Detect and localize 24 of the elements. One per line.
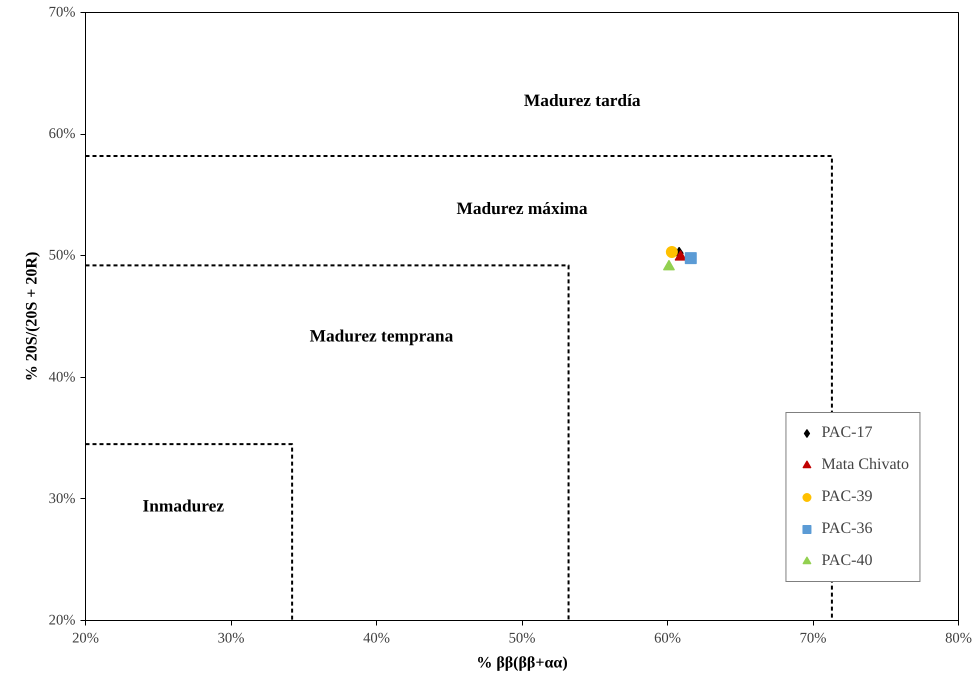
legend-label: PAC-39: [821, 488, 872, 506]
x-tick-label: 80%: [945, 630, 972, 646]
y-tick-label: 50%: [48, 248, 76, 264]
y-tick-label: 40%: [48, 369, 76, 386]
annotation: Inmadurez: [142, 496, 224, 516]
y-tick-label: 30%: [48, 490, 76, 507]
annotation: Madurez temprana: [310, 326, 454, 346]
y-tick-label: 20%: [48, 612, 76, 628]
annotation: Madurez tardía: [524, 91, 641, 110]
y-tick-label: 60%: [48, 126, 76, 142]
x-tick-label: 60%: [654, 630, 681, 646]
x-tick-label: 50%: [508, 630, 536, 646]
legend-label: PAC-40: [821, 552, 872, 570]
x-tick-label: 40%: [363, 630, 390, 646]
y-tick-label: 70%: [48, 4, 76, 20]
y-axis-title: % 20S/(20S + 20R): [24, 252, 41, 382]
legend-label: Mata Chivato: [821, 456, 909, 474]
x-tick-label: 70%: [800, 630, 826, 646]
x-tick-label: 20%: [72, 630, 99, 646]
legend-label: PAC-36: [821, 520, 872, 538]
x-axis-title: % ββ(ββ+αα): [476, 654, 568, 672]
legend-label: PAC-17: [821, 424, 872, 442]
annotation: Madurez máxima: [456, 198, 588, 218]
x-tick-label: 30%: [218, 630, 244, 646]
